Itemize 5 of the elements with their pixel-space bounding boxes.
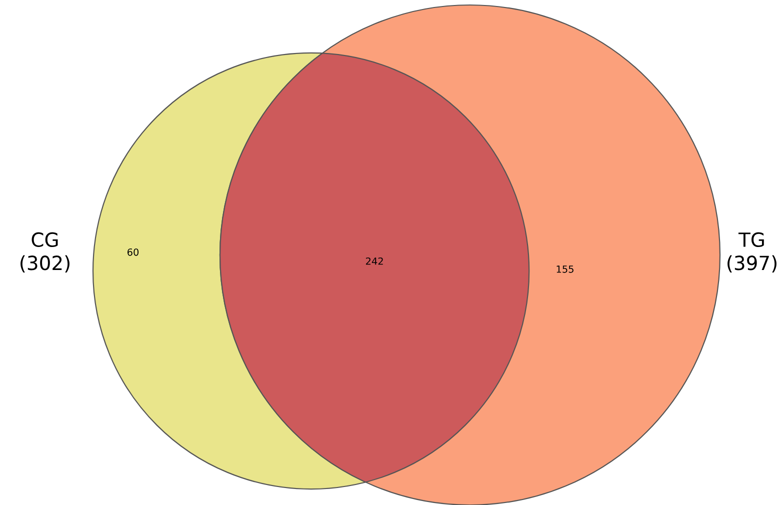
data-label: 155 bbox=[556, 266, 574, 273]
text: TG (397) bbox=[728, 232, 776, 273]
data-label: 60 bbox=[127, 248, 139, 256]
text: CG (302) bbox=[20, 232, 70, 273]
data-label: 242 bbox=[366, 257, 383, 265]
